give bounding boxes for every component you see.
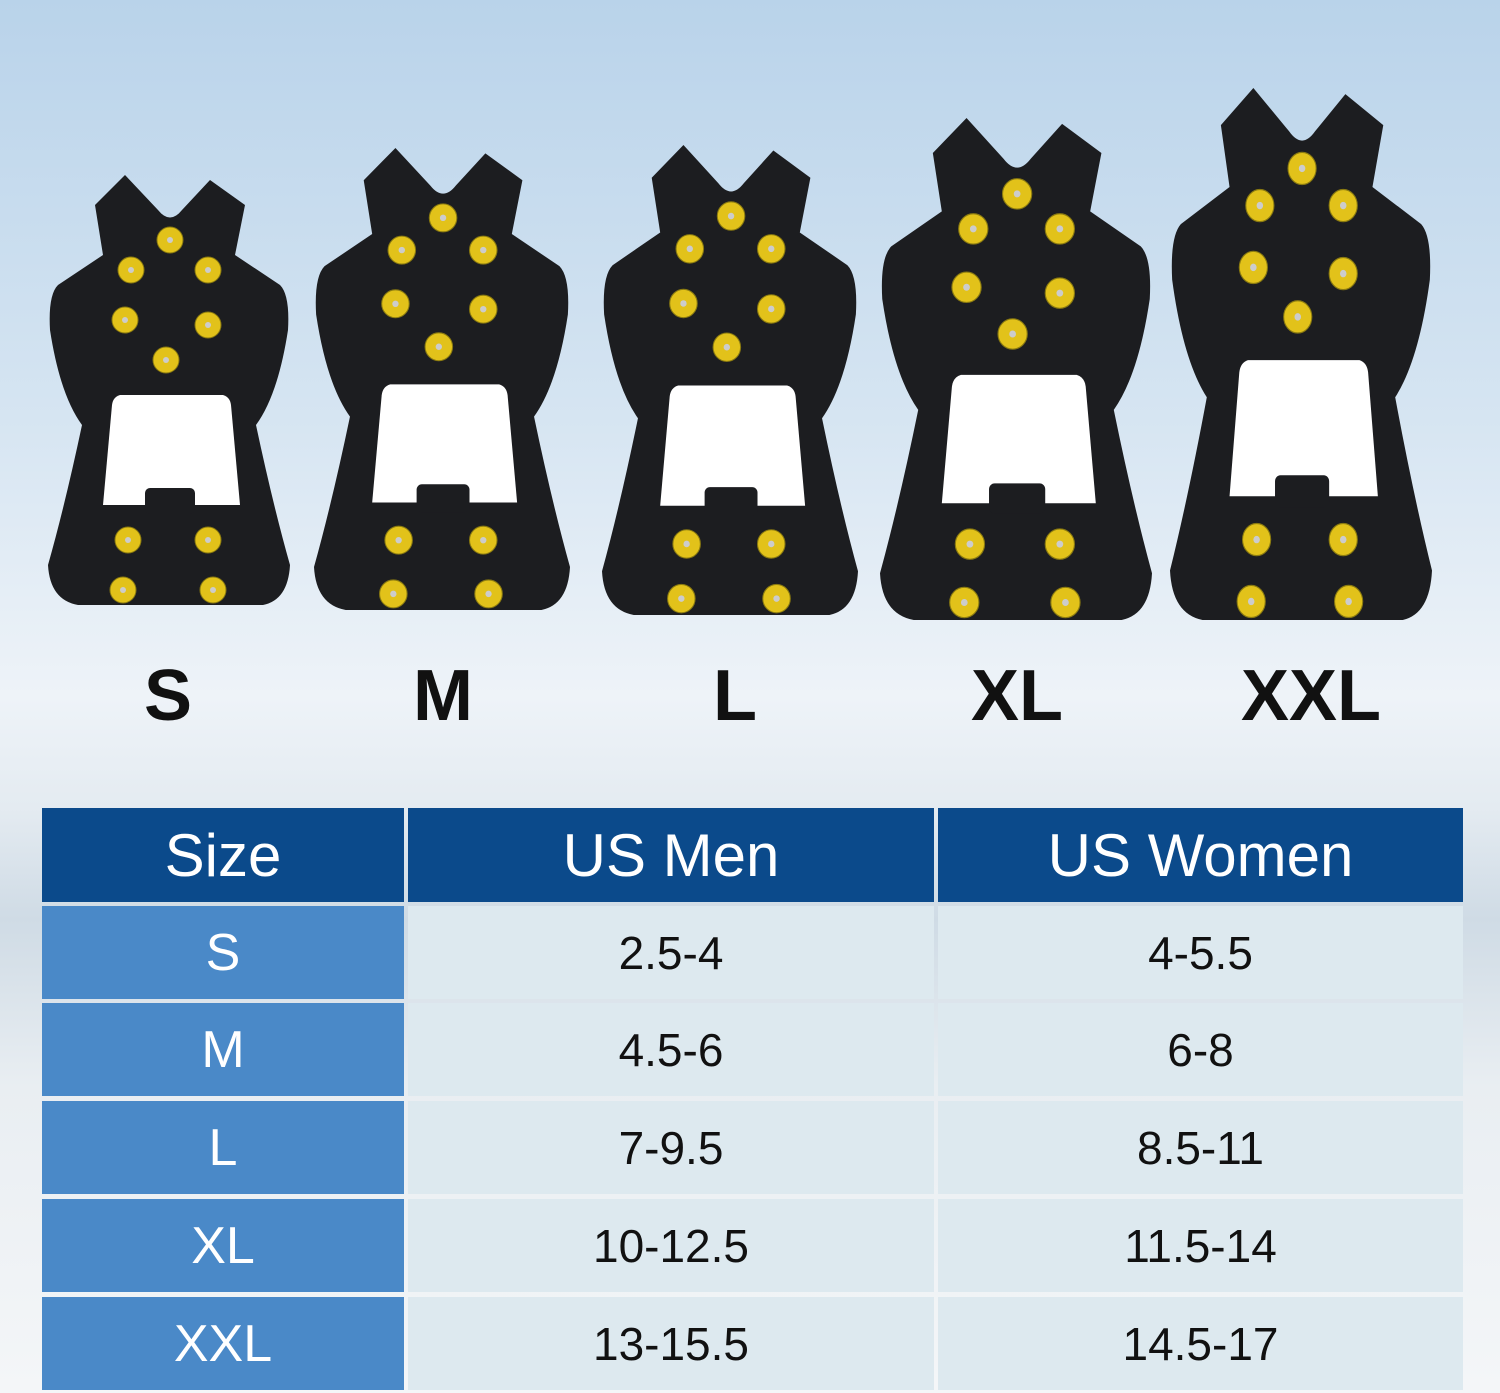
table-cell-men: 13-15.5 xyxy=(408,1297,934,1390)
table-cell-size: L xyxy=(42,1101,404,1194)
table-cell-size: M xyxy=(42,1003,404,1096)
table-cell-size: XXL xyxy=(42,1297,404,1390)
table-cell-size: XL xyxy=(42,1199,404,1292)
size-label-s: S xyxy=(143,656,193,736)
table-cell-size: S xyxy=(42,906,404,999)
cleat-image-s xyxy=(48,175,290,605)
header-size: Size xyxy=(42,808,404,902)
size-label-xxl: XXL xyxy=(1240,656,1382,736)
table-cell-women: 6-8 xyxy=(938,1003,1463,1096)
table-cell-women: 4-5.5 xyxy=(938,906,1463,999)
size-label-xl: XL xyxy=(970,656,1064,736)
size-label-l: L xyxy=(713,656,757,736)
table-cell-men: 4.5-6 xyxy=(408,1003,934,1096)
table-cell-men: 7-9.5 xyxy=(408,1101,934,1194)
cleat-image-xxl xyxy=(1170,88,1432,620)
table-cell-men: 10-12.5 xyxy=(408,1199,934,1292)
table-cell-women: 11.5-14 xyxy=(938,1199,1463,1292)
cleat-image-m xyxy=(314,148,570,610)
cleat-image-l xyxy=(602,145,858,615)
cleat-image-xl xyxy=(880,118,1152,620)
header-us-men: US Men xyxy=(408,808,934,902)
table-cell-women: 8.5-11 xyxy=(938,1101,1463,1194)
table-cell-women: 14.5-17 xyxy=(938,1297,1463,1390)
header-us-women: US Women xyxy=(938,808,1463,902)
table-cell-men: 2.5-4 xyxy=(408,906,934,999)
size-label-m: M xyxy=(413,656,473,736)
